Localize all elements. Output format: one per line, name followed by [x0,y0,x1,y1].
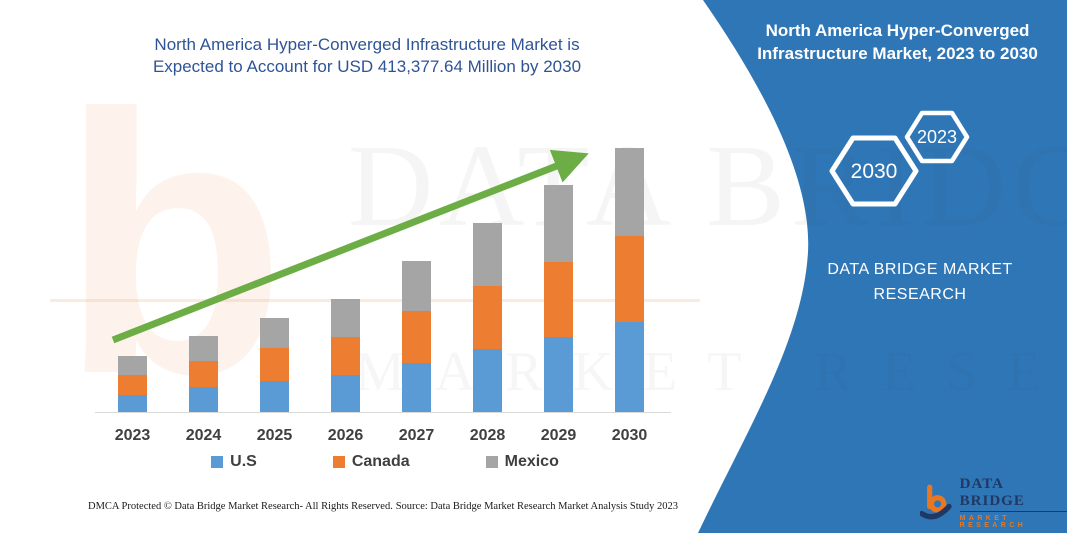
bar-segment-canada [189,361,218,388]
footer-dmca-text: DMCA Protected © Data Bridge Market Rese… [88,501,393,512]
bar-segment-us [615,322,644,412]
stacked-bar-2023 [118,356,147,412]
x-axis-label-2023: 2023 [114,427,151,444]
bar-segment-canada [331,337,360,376]
bar-segment-mexico [615,148,644,236]
bar-segment-mexico [544,185,573,262]
x-axis-label-2028: 2028 [469,427,506,444]
bar-segment-canada [473,285,502,349]
bar-segment-canada [544,261,573,337]
trend-arrow-line [111,149,589,344]
dbmr-logo-text: DATA BRIDGE MARKET RESEARCH [959,476,1067,529]
stacked-bar-2027 [402,261,431,412]
dbmr-logo-name: DATA BRIDGE [959,476,1067,512]
stacked-bar-2029 [544,185,573,412]
chart-title-line1: North America Hyper-Converged Infrastruc… [154,35,580,54]
legend-item-us: U.S [211,453,257,471]
dbmr-logo-tagline: MARKET RESEARCH [959,515,1027,529]
bar-segment-mexico [331,298,360,338]
legend-swatch-icon [485,456,498,468]
dbmr-logo-icon [920,484,952,519]
legend-item-mexico: Mexico [485,453,559,471]
legend-item-canada: Canada [332,453,410,471]
x-axis-label-2030: 2030 [611,427,648,444]
bar-segment-canada [402,311,431,363]
blue-panel-shape [698,0,1067,533]
bar-segment-us [331,375,360,412]
bar-segment-us [473,348,502,412]
chart-legend: U.S Canada Mexico [95,453,675,471]
footer: DMCA Protected © Data Bridge Market Rese… [88,501,678,512]
legend-swatch-icon [332,456,345,468]
stacked-bar-2024 [189,336,218,412]
bar-segment-canada [260,348,289,382]
chart-title-line2: Expected to Account for USD 413,377.64 M… [152,57,582,77]
bar-segment-mexico [402,261,431,312]
legend-swatch-icon [211,456,224,468]
x-axis-labels: 2023 2024 2025 2026 2027 2028 2029 2030 [95,427,675,447]
bar-segment-mexico [118,356,147,375]
legend-label: Canada [351,453,410,470]
chart-title: North America Hyper-Converged Infrastruc… [57,34,677,79]
bar-segment-mexico [260,317,289,349]
x-axis-line [95,412,671,413]
legend-label: U.S [230,453,257,470]
plot-area [95,125,675,413]
x-axis-label-2027: 2027 [398,427,435,444]
bar-segment-us [544,336,573,412]
stacked-bar-2026 [331,298,360,412]
x-axis-label-2024: 2024 [185,427,222,444]
stacked-bar-2030 [615,148,644,412]
bar-segment-us [402,362,431,412]
x-axis-label-2029: 2029 [540,427,577,444]
dbmr-logo: DATA BRIDGE MARKET RESEARCH [920,476,1067,529]
legend-label: Mexico [504,453,559,470]
stacked-bar-2028 [473,222,502,412]
trend-arrow [111,149,589,344]
bar-segment-us [260,381,289,412]
bar-segment-canada [118,374,147,395]
footer-source-text: Source: Data Bridge Market Research Mark… [395,501,678,512]
x-axis-label-2025: 2025 [256,427,293,444]
x-axis-label-2026: 2026 [327,427,364,444]
bar-segment-mexico [473,222,502,286]
bar-segment-us [118,394,147,412]
bar-segment-canada [615,235,644,323]
stacked-bar-2025 [260,317,289,412]
bar-segment-mexico [189,336,218,362]
bar-segment-us [189,387,218,412]
